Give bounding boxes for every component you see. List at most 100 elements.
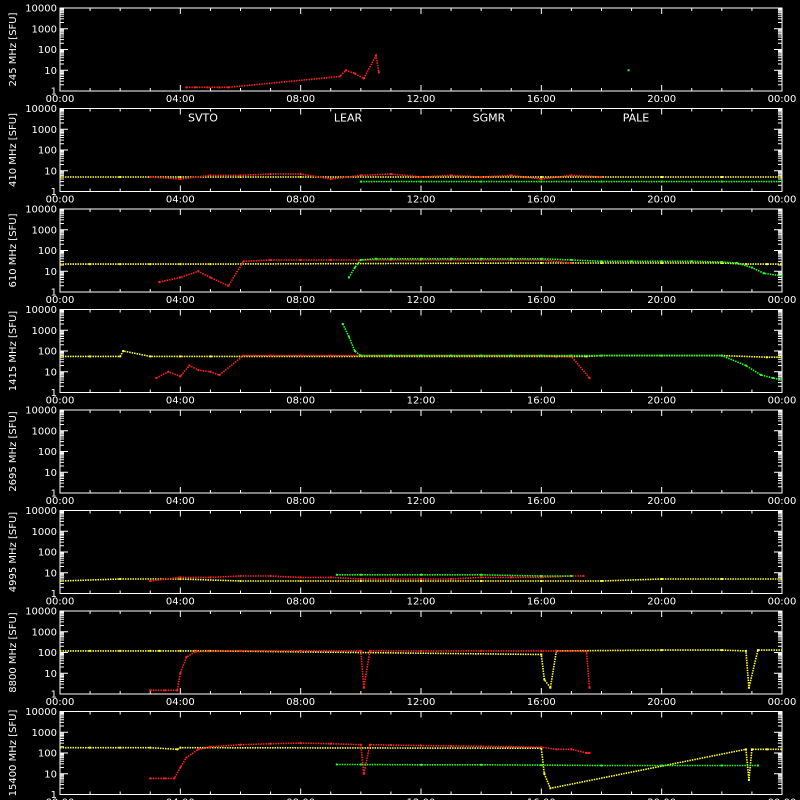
data-point-pale: [179, 577, 182, 580]
y-tick-label: 10: [44, 267, 57, 278]
data-point-svto: [540, 746, 543, 749]
y-tick-label: 100: [38, 45, 57, 56]
y-tick-label: 100: [38, 548, 57, 559]
data-point-svto: [510, 745, 513, 748]
x-tick-label: 20:00: [647, 195, 676, 206]
data-point-svto: [179, 576, 182, 579]
data-point-svto: [540, 576, 543, 579]
data-point-pale: [600, 261, 603, 264]
data-point-pale: [299, 175, 302, 178]
x-tick-label: 00:00: [768, 295, 797, 306]
panel-frame: [59, 208, 783, 293]
data-point-svto: [450, 174, 453, 177]
data-point-svto: [329, 354, 332, 357]
panel-ylabel: 610 MHz [SFU]: [8, 213, 19, 287]
series-group: [60, 649, 782, 692]
data-point-sgmr: [540, 257, 543, 260]
data-point-sgmr: [690, 260, 693, 263]
data-point-sgmr: [627, 69, 630, 72]
panel-4: 1 10 100 1000 10000 00:00 04:00 08:00 12:00 16:00…: [8, 406, 796, 508]
series-group: [60, 573, 782, 583]
data-point-sgmr: [660, 354, 663, 357]
x-tick-label: 08:00: [286, 396, 315, 407]
y-tick-label: 1: [51, 87, 57, 98]
data-point-svto: [368, 743, 371, 746]
data-point-svto: [299, 354, 302, 357]
data-point-svto: [242, 354, 245, 357]
data-point-pale: [119, 746, 122, 749]
y-tick-label: 100: [38, 749, 57, 760]
data-point-sgmr: [480, 180, 483, 183]
series-trace-svto: [150, 742, 590, 780]
data-point-svto: [420, 175, 422, 178]
data-point-pale: [747, 686, 750, 689]
data-point-svto: [269, 574, 272, 577]
data-point-pale: [720, 649, 723, 652]
data-point-svto: [359, 174, 362, 177]
series-trace-pale: [60, 746, 782, 790]
y-tick-label: 1000: [32, 24, 57, 35]
x-tick-label: 08:00: [286, 496, 315, 507]
data-point-pale: [756, 649, 759, 652]
data-point-svto: [269, 742, 272, 745]
data-point-svto: [299, 649, 302, 652]
data-point-svto: [353, 72, 356, 75]
x-tick-label: 12:00: [407, 195, 436, 206]
y-tick-label: 1: [51, 589, 57, 600]
data-point-svto: [359, 649, 362, 652]
x-tick-label: 08:00: [286, 94, 315, 105]
x-tick-label: 00:00: [46, 697, 75, 708]
y-tick-label: 10: [44, 468, 57, 479]
data-point-pale: [60, 355, 61, 358]
y-tick-label: 100: [38, 347, 57, 358]
x-tick-label: 04:00: [166, 597, 195, 608]
data-point-pale: [122, 350, 125, 352]
data-point-svto: [194, 650, 197, 653]
y-tick-label: 1000: [32, 527, 57, 538]
data-point-svto: [197, 270, 200, 273]
data-point-pale: [660, 649, 663, 652]
x-tick-label: 04:00: [166, 295, 195, 306]
x-tick-label: 16:00: [527, 396, 556, 407]
data-point-svto: [167, 370, 170, 373]
data-point-svto: [338, 75, 341, 78]
data-point-sgmr: [450, 354, 453, 357]
data-point-sgmr: [359, 763, 362, 766]
y-tick-label: 10: [44, 66, 57, 77]
data-point-pale: [60, 175, 61, 178]
data-point-sgmr: [720, 180, 723, 183]
data-point-pale: [179, 175, 182, 178]
data-point-svto: [377, 71, 380, 74]
x-tick-label: 04:00: [166, 195, 195, 206]
data-point-pale: [747, 778, 750, 781]
data-point-pale: [60, 263, 61, 266]
x-tick-label: 12:00: [407, 396, 436, 407]
data-point-sgmr: [750, 266, 753, 269]
data-point-sgmr: [771, 376, 774, 379]
panel-7: 1 10 100 1000 10000 00:00 04:00 08:00 12:00 16:00…: [8, 707, 796, 800]
data-point-sgmr: [720, 764, 723, 767]
data-point-svto: [480, 649, 483, 652]
y-tick-label: 1000: [32, 125, 57, 136]
x-tick-label: 00:00: [768, 798, 797, 800]
series-trace-svto: [155, 354, 591, 379]
data-point-pale: [149, 746, 152, 749]
data-point-svto: [239, 743, 242, 746]
data-point-sgmr: [480, 257, 483, 260]
data-point-sgmr: [420, 573, 422, 576]
data-point-sgmr: [341, 323, 344, 326]
data-point-svto: [570, 261, 573, 264]
data-point-sgmr: [374, 257, 377, 260]
y-tick-label: 1: [51, 489, 57, 500]
data-point-svto: [389, 577, 392, 580]
panel-ylabel: 8800 MHz [SFU]: [8, 612, 19, 693]
data-point-svto: [362, 686, 365, 689]
data-point-pale: [89, 649, 92, 652]
data-point-svto: [179, 375, 182, 378]
y-tick-label: 1000: [32, 728, 57, 739]
panel-frame: [59, 409, 783, 494]
data-point-sgmr: [420, 180, 422, 183]
x-tick-label: 16:00: [527, 496, 556, 507]
y-tick-label: 1: [51, 790, 57, 800]
data-point-sgmr: [353, 350, 356, 352]
